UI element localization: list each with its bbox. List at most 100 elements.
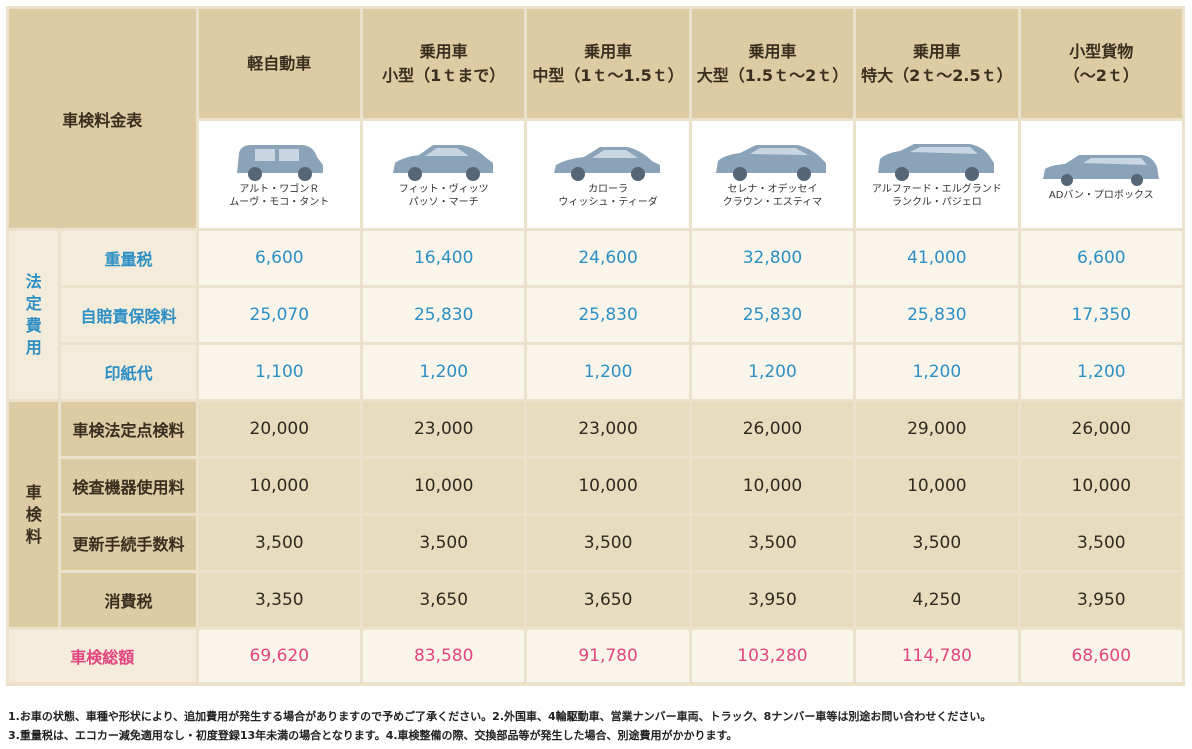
row-label: 重量税 <box>61 231 196 285</box>
price-cell: 26,000 <box>691 402 854 456</box>
table-row: 検査機器使用料 10,000 10,000 10,000 10,000 10,0… <box>9 459 1182 513</box>
section-label-legal: 法 定 費 用 <box>9 231 59 399</box>
price-cell: 32,800 <box>691 231 854 285</box>
price-cell: 3,500 <box>198 516 360 570</box>
car-silhouette-icon <box>877 143 994 181</box>
total-cell: 91,780 <box>527 630 689 682</box>
price-cell: 17,350 <box>1020 288 1182 342</box>
car-model-label: フィット・ヴィッツ <box>398 183 489 195</box>
column-header-cargo: 小型貨物 （～2ｔ） <box>1020 9 1182 118</box>
total-cell: 83,580 <box>362 630 525 682</box>
row-label: 自賠責保険料 <box>61 288 196 342</box>
price-cell: 4,250 <box>856 573 1018 627</box>
column-header-line2: 中型（1ｔ～1.5ｔ） <box>532 65 684 85</box>
car-model-label: アルファード・エルグランド <box>871 183 1002 195</box>
column-header-large: 乗用車大型（1.5ｔ～2ｔ） <box>691 9 854 118</box>
row-label: 消費税 <box>61 573 196 627</box>
price-cell: 3,500 <box>1020 516 1182 570</box>
table-row: 自賠責保険料 25,070 25,830 25,830 25,830 25,83… <box>9 288 1182 342</box>
price-cell: 1,200 <box>691 345 854 399</box>
price-cell: 25,830 <box>527 288 689 342</box>
column-header-line1: 軽自動車 <box>247 53 312 73</box>
price-cell: 25,830 <box>691 288 854 342</box>
price-cell: 6,600 <box>198 231 360 285</box>
price-cell: 23,000 <box>527 402 689 456</box>
column-header-line1: 乗用車 <box>748 41 797 61</box>
car-image-cell: アルファード・エルグランド ランクル・パジェロ <box>856 121 1018 228</box>
table-row: 法 定 費 用 重量税 6,600 16,400 24,600 32,800 4… <box>9 231 1182 399</box>
column-header-line1: 乗用車 <box>584 41 633 61</box>
price-cell: 1,100 <box>198 345 360 399</box>
price-cell: 10,000 <box>527 459 689 513</box>
column-header-line1: 乗用車 <box>912 41 961 61</box>
row-label: 検査機器使用料 <box>61 459 196 513</box>
footnotes: 1.お車の状態、車種や形状により、追加費用が発生する場合がありますので予めご了承… <box>8 707 1188 745</box>
price-cell: 3,500 <box>362 516 525 570</box>
section-label-char: 検 <box>25 504 42 524</box>
column-header-line2: 大型（1.5ｔ～2ｔ） <box>696 65 849 85</box>
price-cell: 1,200 <box>362 345 525 399</box>
car-image-row: アルト・ワゴンＲ ムーヴ・モコ・タント フィット・ヴィッツ パッソ・マーチ カロ… <box>9 121 1182 228</box>
car-model-label: アルト・ワゴンＲ <box>239 183 320 195</box>
car-model-label: ランクル・パジェロ <box>892 196 982 208</box>
price-cell: 1,200 <box>1020 345 1182 399</box>
price-cell: 1,200 <box>856 345 1018 399</box>
price-cell: 23,000 <box>362 402 525 456</box>
footnote-line: 3.重量税は、エコカー減免適用なし・初度登録13年未満の場合となります。4.車検… <box>8 729 738 742</box>
table-row: 車 検 料 車検法定点検料 20,000 23,000 23,000 26,00… <box>9 402 1182 627</box>
price-cell: 25,830 <box>362 288 525 342</box>
price-cell: 6,600 <box>1020 231 1182 285</box>
table-row: 印紙代 1,100 1,200 1,200 1,200 1,200 1,200 <box>9 345 1182 399</box>
price-cell: 10,000 <box>198 459 360 513</box>
car-model-label: ADバン・プロボックス <box>1048 190 1154 201</box>
car-model-label: カローラ <box>588 183 629 195</box>
column-header-line2: 小型（1ｔまで） <box>382 65 506 85</box>
section-label-char: 費 <box>25 316 42 335</box>
column-header-xlarge: 乗用車特大（2ｔ～2.5ｔ） <box>856 9 1018 118</box>
column-header-line1: 乗用車 <box>419 41 468 61</box>
price-cell: 10,000 <box>1020 459 1182 513</box>
car-silhouette-icon <box>554 146 661 181</box>
car-image-cell: カローラ ウィッシュ・ティーダ <box>527 121 689 228</box>
car-silhouette-icon <box>716 144 827 181</box>
section-label-char: 定 <box>25 294 42 313</box>
header-row: 車検料金表 軽自動車 乗用車小型（1ｔまで） 乗用車中型（1ｔ～1.5ｔ） 乗用… <box>9 9 1182 228</box>
price-cell: 16,400 <box>362 231 525 285</box>
total-row: 車検総額 69,620 83,580 91,780 103,280 114,78… <box>9 630 1182 682</box>
total-cell: 68,600 <box>1020 630 1182 682</box>
car-silhouette-icon <box>1043 155 1160 186</box>
table-title: 車検料金表 <box>9 9 196 228</box>
row-label: 車検法定点検料 <box>61 402 196 456</box>
price-cell: 3,950 <box>1020 573 1182 627</box>
price-cell: 20,000 <box>198 402 360 456</box>
inspection-price-table: 車検料金表 軽自動車 乗用車小型（1ｔまで） 乗用車中型（1ｔ～1.5ｔ） 乗用… <box>6 6 1185 685</box>
total-cell: 69,620 <box>198 630 360 682</box>
column-header-line2: （～2ｔ） <box>1063 65 1139 85</box>
price-cell: 25,070 <box>198 288 360 342</box>
car-model-label: パッソ・マーチ <box>408 196 479 208</box>
total-cell: 114,780 <box>856 630 1018 682</box>
price-table-container: 車検料金表 軽自動車 乗用車小型（1ｔまで） 乗用車中型（1ｔ～1.5ｔ） 乗用… <box>6 6 1185 686</box>
price-cell: 1,200 <box>527 345 689 399</box>
row-label: 印紙代 <box>61 345 196 399</box>
car-silhouette-icon <box>392 144 493 181</box>
car-model-label: セレナ・オデッセイ <box>727 183 818 195</box>
column-header-medium: 乗用車中型（1ｔ～1.5ｔ） <box>527 9 689 118</box>
column-header-line2: 特大（2ｔ～2.5ｔ） <box>861 65 1013 85</box>
total-cell: 103,280 <box>691 630 854 682</box>
price-cell: 10,000 <box>362 459 525 513</box>
car-image-cell: ADバン・プロボックス <box>1020 121 1182 228</box>
car-model-label: ムーヴ・モコ・タント <box>229 196 330 208</box>
car-image-cell: フィット・ヴィッツ パッソ・マーチ <box>362 121 525 228</box>
price-cell: 3,500 <box>856 516 1018 570</box>
section-label-char: 料 <box>25 526 42 546</box>
price-cell: 3,500 <box>691 516 854 570</box>
total-label: 車検総額 <box>9 630 196 682</box>
column-header-line1: 小型貨物 <box>1069 41 1134 61</box>
row-label: 更新手続手数料 <box>61 516 196 570</box>
footnote-line: 1.お車の状態、車種や形状により、追加費用が発生する場合がありますので予めご了承… <box>8 710 992 723</box>
table-row: 更新手続手数料 3,500 3,500 3,500 3,500 3,500 3,… <box>9 516 1182 570</box>
price-cell: 3,500 <box>527 516 689 570</box>
car-model-label: クラウン・エスティマ <box>722 196 823 208</box>
column-header-small: 乗用車小型（1ｔまで） <box>362 9 525 118</box>
